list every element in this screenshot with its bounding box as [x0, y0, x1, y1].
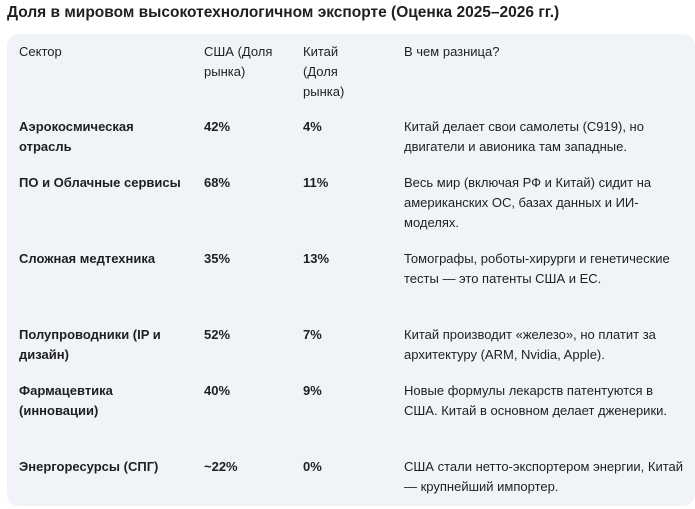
header-us-share: США (Доля рынка): [204, 44, 273, 79]
row-china-share: 0%: [303, 459, 322, 474]
row-sector: Фармацевтика (инновации): [19, 383, 113, 418]
row-difference: Китай производит «железо», но платит за …: [404, 327, 656, 362]
header-sector: Сектор: [19, 44, 62, 59]
row-difference: Новые формулы лекарств патентуются в США…: [404, 383, 668, 418]
row-us-share: ~22%: [204, 459, 238, 474]
header-china-share: Китай (Доля рынка): [303, 44, 345, 99]
row-china-share: 11%: [303, 175, 329, 190]
row-us-share: 40%: [204, 383, 231, 398]
row-us-share: 42%: [204, 119, 231, 134]
row-us-share: 35%: [204, 251, 231, 266]
row-sector: Энергоресурсы (СПГ): [19, 459, 159, 474]
row-sector: ПО и Облачные сервисы: [19, 175, 181, 190]
row-china-share: 4%: [303, 119, 322, 134]
row-sector: Аэрокосмическая отрасль: [19, 119, 134, 154]
comparison-table: Сектор США (Доля рынка) Китай (Доля рынк…: [7, 34, 695, 506]
row-sector: Сложная медтехника: [19, 251, 156, 266]
row-us-share: 52%: [204, 327, 231, 342]
row-difference: Томографы, роботы-хирурги и генетические…: [404, 251, 670, 286]
row-china-share: 9%: [303, 383, 322, 398]
row-china-share: 7%: [303, 327, 322, 342]
row-difference: Китай делает свои самолеты (C919), но дв…: [404, 119, 644, 154]
row-difference: Весь мир (включая РФ и Китай) сидит на а…: [404, 175, 652, 230]
row-sector: Полупроводники (IP и дизайн): [19, 327, 161, 362]
page-title: Доля в мировом высокотехнологичном экспо…: [7, 4, 560, 21]
row-us-share: 68%: [204, 175, 231, 190]
row-china-share: 13%: [303, 251, 330, 266]
row-difference: США стали нетто-экспортером энергии, Кит…: [404, 459, 684, 494]
header-difference: В чем разница?: [404, 44, 500, 59]
